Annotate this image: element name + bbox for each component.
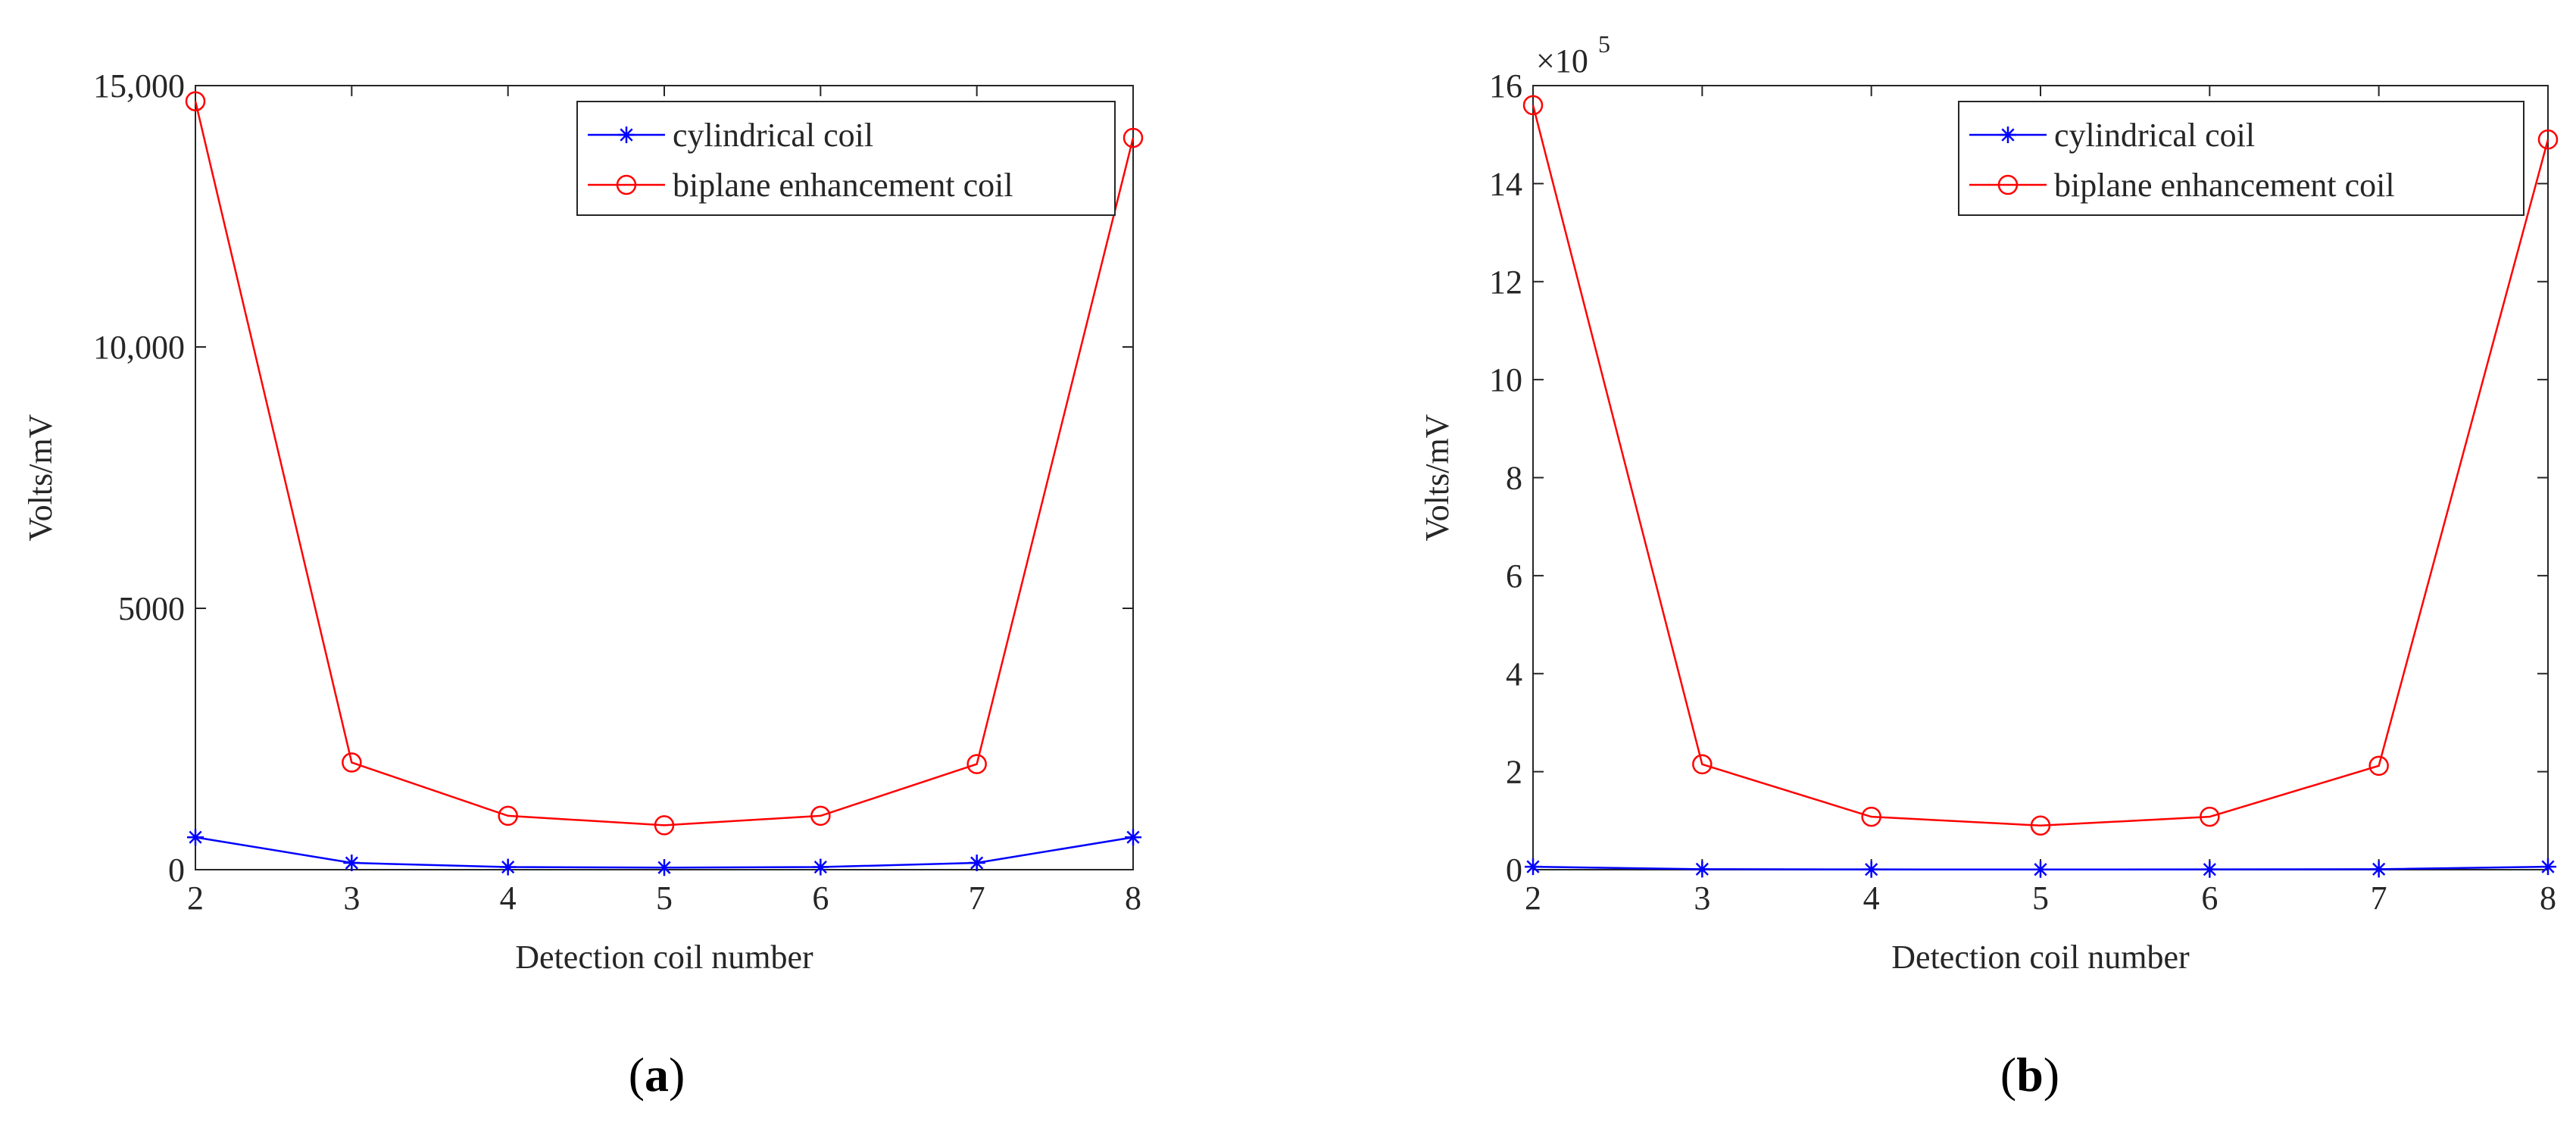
legend: cylindrical coil biplane enhancement coil <box>576 101 1116 216</box>
series-0 <box>1525 858 2556 878</box>
data-point <box>1522 95 1544 116</box>
legend-marker <box>618 127 635 143</box>
x-tick-label: 8 <box>2540 880 2556 917</box>
panel-label-letter: b <box>2016 1048 2044 1101</box>
legend-box <box>1958 101 2524 216</box>
data-point <box>499 858 517 876</box>
series-0 <box>187 829 1141 876</box>
data-point <box>2368 755 2389 776</box>
series-1 <box>185 91 1144 836</box>
data-point <box>2370 861 2387 878</box>
x-tick-label: 3 <box>343 880 360 917</box>
y-tick-label: 5000 <box>118 590 185 627</box>
data-point <box>2537 129 2559 150</box>
data-point <box>185 91 206 111</box>
panel-label: (b) <box>2000 1048 2059 1101</box>
y-axis-label: Volts/mV <box>22 414 59 541</box>
chart-panel-a: 2 3 4 5 6 7 8 0 5000 10,000 15,000 Detection coil n… <box>22 67 1144 1101</box>
x-tick-label: 5 <box>2032 880 2049 917</box>
x-tick-label: 5 <box>656 880 673 917</box>
y-tick-label: 0 <box>1506 851 1522 889</box>
legend-entry: cylindrical coil <box>1969 117 2255 154</box>
panel-label: (a) <box>629 1048 685 1101</box>
x-tick-label: 8 <box>1125 880 1141 917</box>
series-line <box>1532 105 2549 827</box>
x-tick-label: 4 <box>500 880 517 917</box>
series-line <box>194 101 1135 826</box>
panel-label-letter: a <box>645 1048 669 1101</box>
legend-marker <box>2000 127 2016 143</box>
x-tick-label: 2 <box>187 880 204 917</box>
legend-marker <box>1997 174 2019 195</box>
x-tick-label: 7 <box>969 880 985 917</box>
x-tick-label: 6 <box>812 880 829 917</box>
data-point <box>1694 861 1711 878</box>
data-point <box>1125 829 1141 846</box>
legend: cylindrical coil biplane enhancement coil <box>1958 101 2524 216</box>
legend-label: biplane enhancement coil <box>2054 167 2395 204</box>
y-exponent-power: 5 <box>1598 30 1610 58</box>
data-point <box>2200 806 2220 827</box>
legend-entry: cylindrical coil <box>588 117 873 154</box>
y-tick-label: 15,000 <box>93 67 185 105</box>
y-tick-label: 8 <box>1506 460 1522 497</box>
data-point <box>968 855 985 872</box>
x-tick-label: 6 <box>2201 880 2218 917</box>
data-point <box>498 805 518 826</box>
data-point <box>2030 815 2051 836</box>
data-point <box>966 754 987 774</box>
data-point <box>342 752 362 773</box>
plot-area <box>1532 85 2549 870</box>
x-axis-label: Detection coil number <box>1891 939 2190 976</box>
panel-label-open-paren: ( <box>2000 1048 2016 1101</box>
plot-area <box>195 85 1134 870</box>
y-tick-label: 10 <box>1489 361 1522 398</box>
series-1 <box>1522 95 2559 836</box>
legend-label: biplane enhancement coil <box>673 167 1013 204</box>
legend-label: cylindrical coil <box>673 117 873 154</box>
y-tick-label: 16 <box>1489 67 1522 105</box>
x-tick-label: 2 <box>1525 880 1541 917</box>
data-point <box>812 858 829 876</box>
x-tick-label: 3 <box>1694 880 1710 917</box>
panel-label-close-paren: ) <box>669 1048 685 1101</box>
data-point <box>656 859 673 876</box>
legend-box <box>576 101 1116 216</box>
data-point <box>187 829 204 846</box>
data-point <box>343 855 361 872</box>
x-tick-label: 7 <box>2371 880 2387 917</box>
data-point <box>1692 754 1713 775</box>
legend-entry: biplane enhancement coil <box>1969 167 2395 204</box>
data-point <box>1123 127 1144 148</box>
panel-label-open-paren: ( <box>629 1048 645 1101</box>
data-point <box>2201 861 2218 878</box>
data-point <box>1861 806 1881 827</box>
data-point <box>654 815 675 836</box>
y-axis-label: Volts/mV <box>1419 414 1456 541</box>
y-tick-label: 12 <box>1489 264 1522 301</box>
y-tick-label: 4 <box>1506 655 1522 692</box>
legend-marker <box>616 174 637 195</box>
panel-label-close-paren: ) <box>2044 1048 2059 1101</box>
y-tick-label: 2 <box>1506 754 1522 791</box>
x-tick-label: 4 <box>1863 880 1880 917</box>
data-point <box>810 805 831 826</box>
data-point <box>1863 861 1880 878</box>
y-tick-label: 14 <box>1489 165 1522 202</box>
y-exponent-label: ×10 <box>1536 42 1588 80</box>
data-point <box>2540 858 2556 876</box>
y-tick-label: 6 <box>1506 558 1522 595</box>
legend-label: cylindrical coil <box>2054 117 2255 154</box>
y-tick-label: 10,000 <box>93 329 185 366</box>
y-tick-label: 0 <box>168 851 185 889</box>
x-axis-label: Detection coil number <box>515 939 813 976</box>
data-point <box>2032 861 2049 878</box>
legend-entry: biplane enhancement coil <box>588 167 1013 204</box>
data-point <box>1525 858 1541 876</box>
